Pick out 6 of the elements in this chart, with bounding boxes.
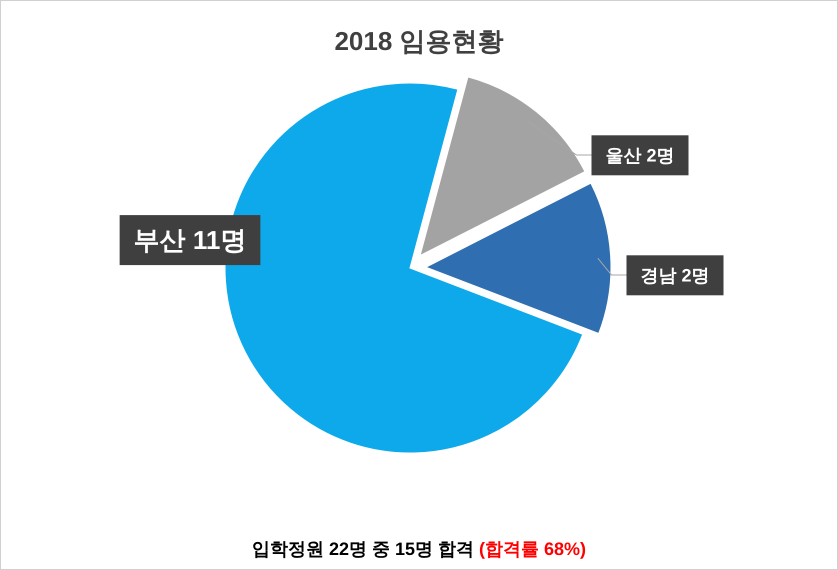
slice-label: 경남 2명 bbox=[640, 265, 710, 286]
chart-title: 2018 임용현황 bbox=[334, 26, 504, 56]
slice-label: 부산 11명 bbox=[134, 225, 246, 256]
text: 입학정원 22명 중 15명 합격 bbox=[252, 539, 474, 559]
slice-label: 울산 2명 bbox=[605, 145, 675, 166]
text: (합격률 68%) bbox=[474, 539, 586, 559]
